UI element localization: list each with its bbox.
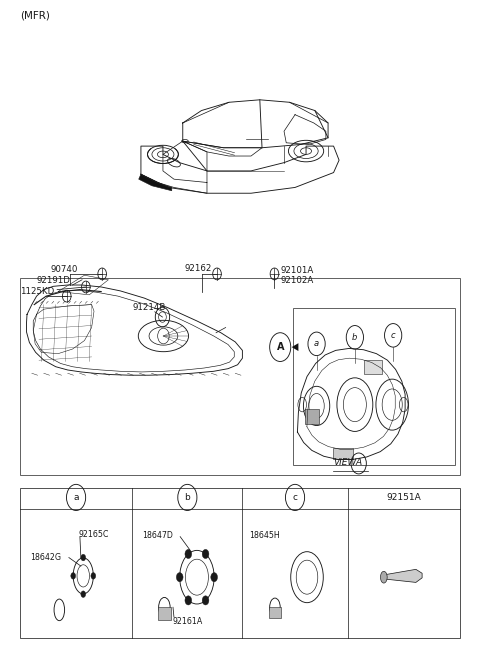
Text: 92165C: 92165C [78,530,109,539]
Text: c: c [292,493,298,502]
Text: a: a [314,339,319,348]
Circle shape [211,572,217,582]
Text: 1125KD: 1125KD [20,287,54,296]
Text: 91214B: 91214B [132,303,166,312]
Circle shape [81,591,85,597]
Text: A: A [276,342,284,352]
Text: c: c [391,331,396,340]
Polygon shape [292,343,299,351]
Circle shape [185,550,192,559]
Circle shape [81,554,85,561]
Text: 92161A: 92161A [173,617,203,626]
Text: 92191D: 92191D [36,276,71,285]
Polygon shape [386,569,422,582]
Circle shape [71,572,75,579]
FancyBboxPatch shape [20,487,460,638]
Text: 18645H: 18645H [250,531,280,540]
Circle shape [202,596,209,605]
Text: 92162: 92162 [185,264,212,273]
Circle shape [91,572,96,579]
Text: 18642G: 18642G [31,553,61,562]
Polygon shape [139,174,172,191]
Text: b: b [184,493,190,502]
Circle shape [176,572,183,582]
Circle shape [202,550,209,559]
FancyBboxPatch shape [364,360,382,374]
FancyBboxPatch shape [20,278,460,475]
Text: 92102A: 92102A [281,276,314,285]
Text: (MFR): (MFR) [20,10,50,20]
Text: 92151A: 92151A [386,493,421,502]
Text: 90740: 90740 [51,265,78,274]
Ellipse shape [381,571,387,583]
FancyBboxPatch shape [305,409,319,424]
Text: 92101A: 92101A [281,266,314,275]
Text: a: a [73,493,79,502]
FancyBboxPatch shape [157,607,171,620]
Text: 18647D: 18647D [142,531,173,540]
Text: VIEW: VIEW [333,458,357,467]
Text: b: b [352,333,358,342]
Text: A: A [356,458,362,467]
FancyBboxPatch shape [333,448,353,459]
FancyBboxPatch shape [269,607,281,618]
Circle shape [185,596,192,605]
FancyBboxPatch shape [293,308,456,465]
